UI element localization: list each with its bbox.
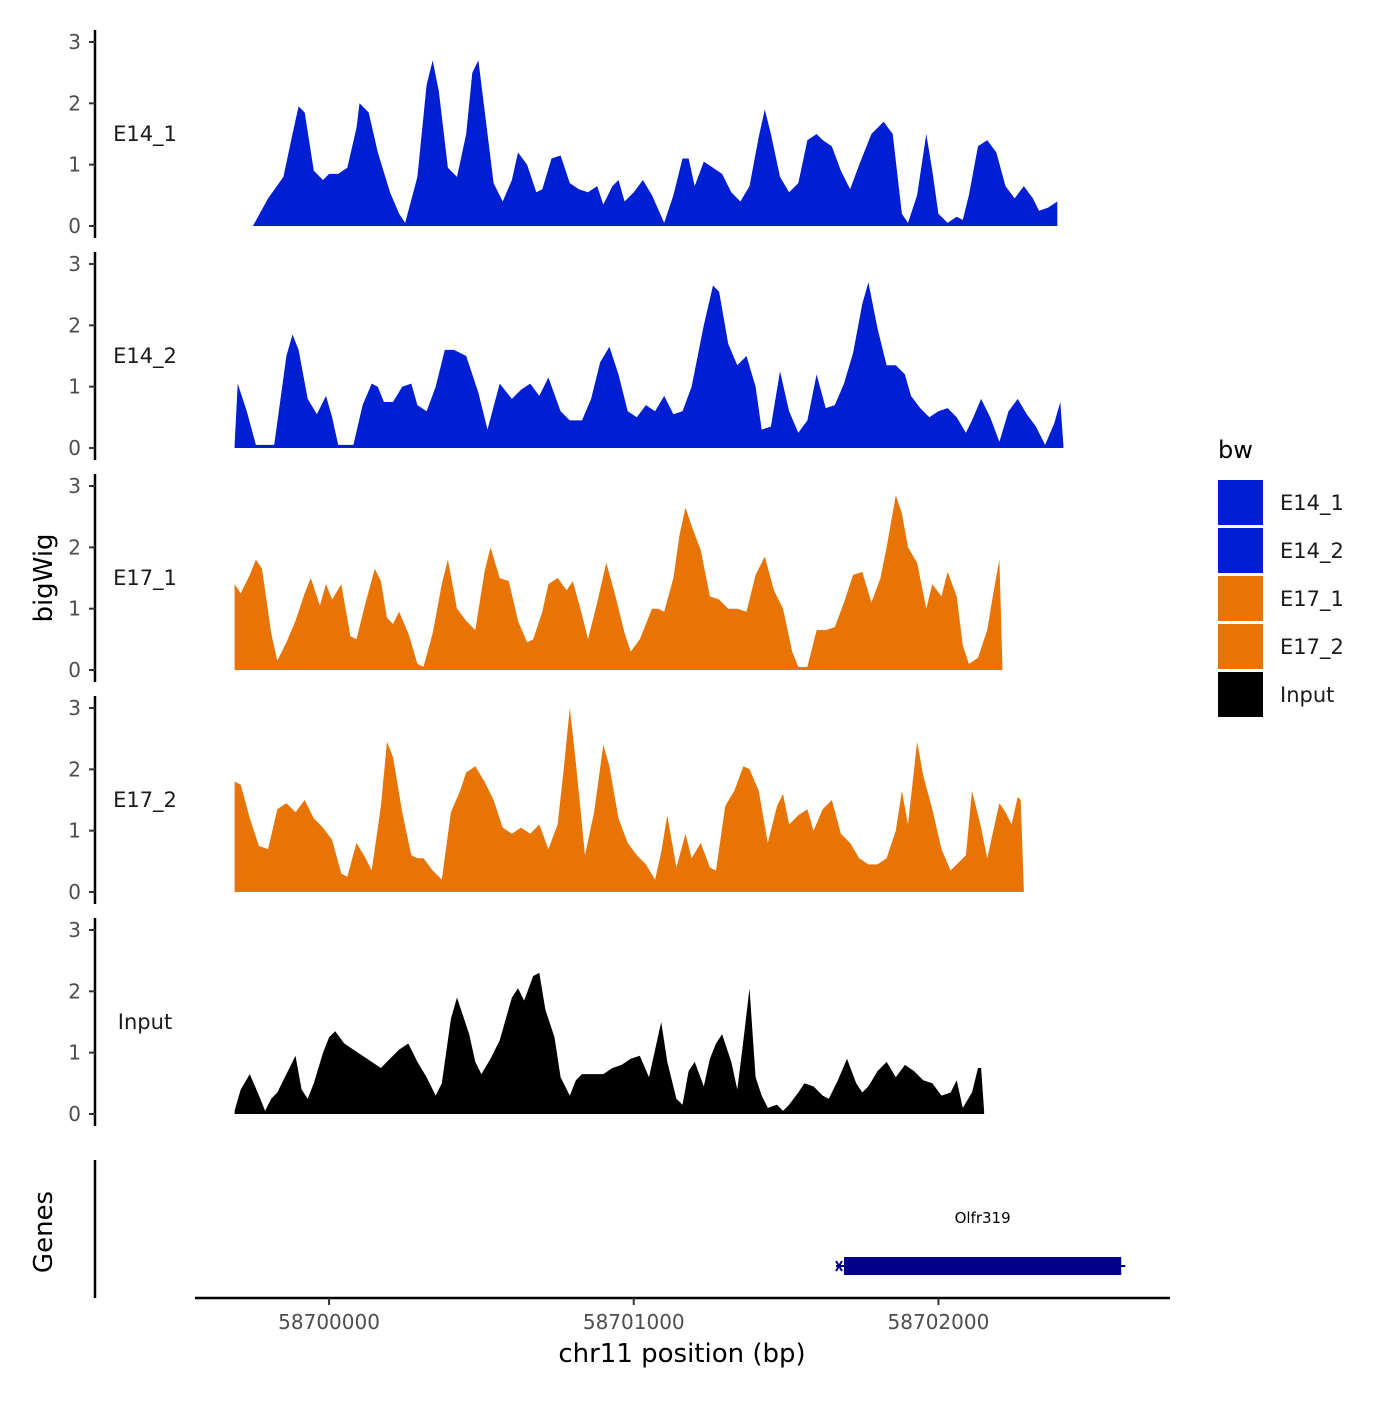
legend-title: bw <box>1218 436 1253 464</box>
y-tick-label: 0 <box>68 436 81 460</box>
track-panel-E14_1: 0 1 2 3 E14_1 <box>68 30 1058 238</box>
y-tick-label: 2 <box>68 757 81 781</box>
legend-label-E14_1: E14_1 <box>1280 491 1344 516</box>
track-panel-Input: 0 1 2 3 Input <box>68 918 985 1126</box>
y-tick-label: 2 <box>68 91 81 115</box>
track-label-Input: Input <box>118 1010 172 1034</box>
y-axis-title: bigWig <box>29 533 59 622</box>
legend-label-E17_1: E17_1 <box>1280 587 1344 612</box>
strand-arrow-icon <box>835 1260 843 1272</box>
track-label-E14_1: E14_1 <box>113 122 177 147</box>
track-panel-E17_2: 0 1 2 3 E17_2 <box>68 696 1024 904</box>
y-tick-label: 1 <box>68 153 81 177</box>
y-tick-label: 3 <box>68 696 81 720</box>
area-series-Input <box>234 972 985 1114</box>
genes-panel: Olfr319 <box>93 1160 1126 1298</box>
area-series-E14_2 <box>234 282 1064 448</box>
legend-swatch-E14_1 <box>1218 480 1263 525</box>
y-tick-label: 2 <box>68 535 81 559</box>
area-series-E17_1 <box>234 495 1003 670</box>
legend: bw E14_1 E14_2 E17_1 E17_2 Input <box>1218 436 1344 717</box>
y-tick-label: 3 <box>68 474 81 498</box>
y-tick-label: 3 <box>68 30 81 54</box>
gene-end-marker-icon <box>1117 1263 1124 1269</box>
x-tick-label: 58701000 <box>583 1310 685 1334</box>
y-tick-label: 1 <box>68 375 81 399</box>
legend-swatch-E14_2 <box>1218 528 1263 573</box>
legend-label-E14_2: E14_2 <box>1280 539 1344 564</box>
area-series-E14_1 <box>252 60 1058 227</box>
y-tick-label: 3 <box>68 252 81 276</box>
x-tick-label: 58700000 <box>278 1310 380 1334</box>
track-panel-E14_2: 0 1 2 3 E14_2 <box>68 252 1064 460</box>
legend-swatch-E17_1 <box>1218 576 1263 621</box>
y-tick-label: 1 <box>68 597 81 621</box>
y-tick-label: 1 <box>68 1041 81 1065</box>
y-tick-label: 0 <box>68 1102 81 1126</box>
track-label-E17_1: E17_1 <box>113 566 177 591</box>
y-tick-label: 0 <box>68 658 81 682</box>
track-label-E17_2: E17_2 <box>113 788 177 813</box>
x-axis: 58700000 58701000 58702000 <box>195 1296 1170 1334</box>
legend-label-E17_2: E17_2 <box>1280 635 1344 660</box>
genes-axis-title: Genes <box>29 1191 59 1273</box>
y-tick-label: 2 <box>68 979 81 1003</box>
gene-label-Olfr319: Olfr319 <box>955 1209 1011 1227</box>
y-tick-label: 1 <box>68 819 81 843</box>
area-series-E17_2 <box>234 708 1024 892</box>
y-tick-label: 3 <box>68 918 81 942</box>
track-panels: 0 1 2 3 E14_1 0 1 2 3 E14_2 0 1 2 3 E17_1 0 1 2 3 E17_2 0 1 2 3… <box>68 30 1064 1126</box>
legend-swatch-Input <box>1218 672 1263 717</box>
track-label-E14_2: E14_2 <box>113 344 177 369</box>
y-tick-label: 0 <box>68 880 81 904</box>
y-tick-label: 2 <box>68 313 81 337</box>
legend-swatch-E17_2 <box>1218 624 1263 669</box>
y-tick-label: 0 <box>68 214 81 238</box>
x-axis-title: chr11 position (bp) <box>558 1339 805 1369</box>
x-tick-label: 58702000 <box>888 1310 990 1334</box>
track-panel-E17_1: 0 1 2 3 E17_1 <box>68 474 1003 682</box>
legend-label-Input: Input <box>1280 683 1334 707</box>
